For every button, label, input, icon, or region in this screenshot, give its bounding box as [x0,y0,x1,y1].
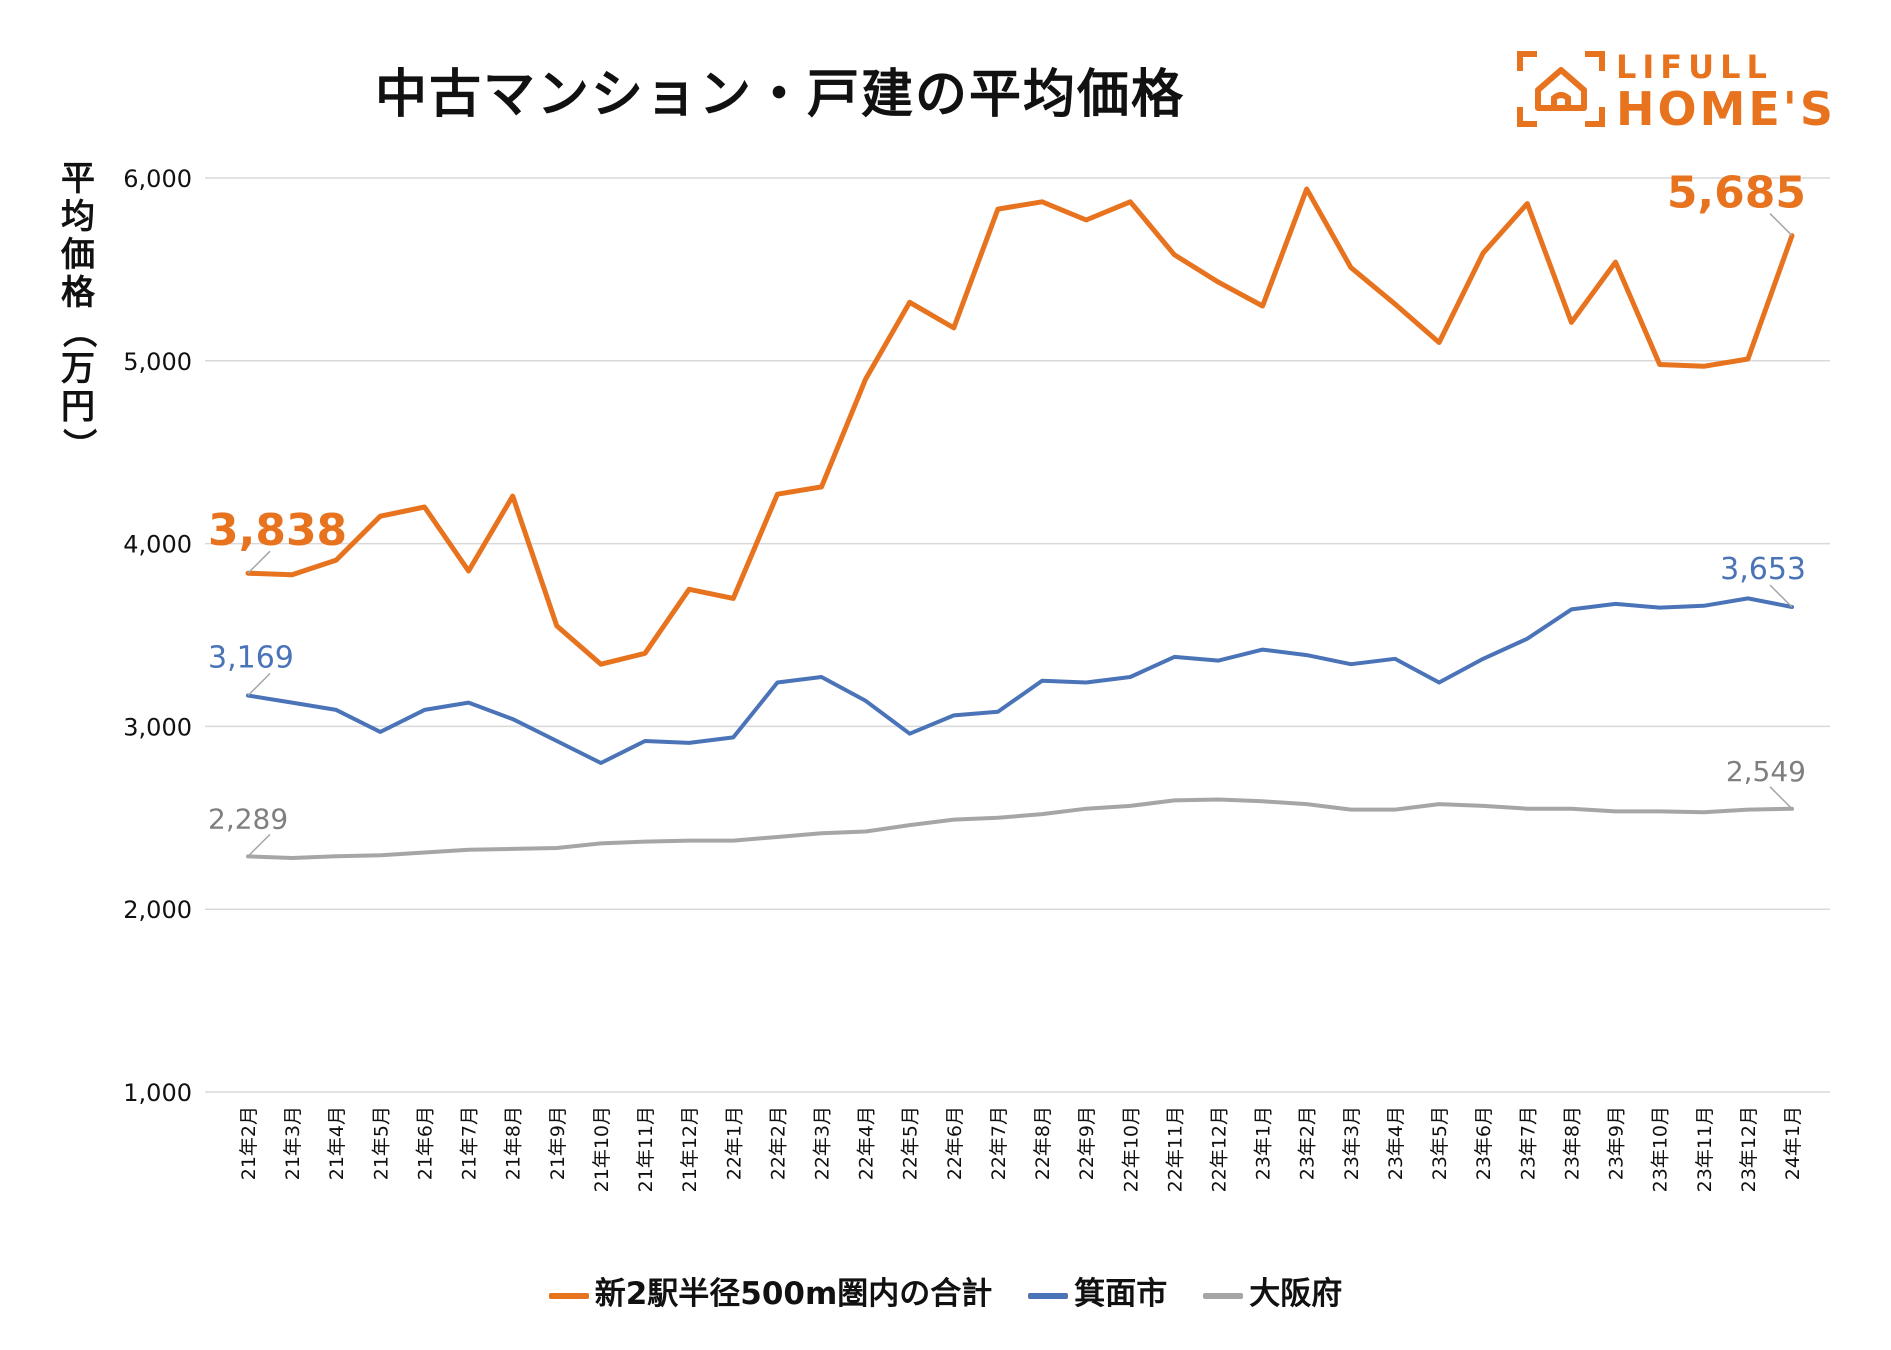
legend-item-0: 新2駅半径500m圏内の合計 [548,1268,993,1313]
y-axis-label-char: 万 [61,349,95,389]
legend-label: 大阪府 [1249,1276,1343,1312]
line-chart: 1,000 2,000 3,000 4,000 5,000 6,000 21年2月 21年3… [123,165,1830,1192]
x-tick-label: 21年6月 [414,1106,436,1180]
chart-title: 中古マンション・戸建の平均価格 [374,65,1185,125]
x-tick-label: 22年8月 [1032,1106,1054,1180]
y-axis-label-char: 平 [61,159,95,199]
leader-line [1769,786,1793,810]
x-tick-label: 23年11月 [1694,1106,1716,1192]
legend-label: 箕面市 [1074,1276,1168,1312]
y-axis-label-char: 均 [61,197,95,237]
legend: 新2駅半径500m圏内の合計 箕面市 大阪府 [0,1268,1891,1313]
x-tick-label: 21年9月 [547,1106,569,1180]
x-tick-label: 22年7月 [988,1106,1010,1180]
x-tick-label: 23年4月 [1385,1106,1407,1180]
data-label: 3,838 [208,505,347,556]
legend-swatch [548,1292,589,1299]
house-icon [1517,51,1605,127]
x-tick-label: 23年8月 [1561,1106,1583,1180]
leader-line [247,550,271,574]
series-line-1 [246,596,1794,765]
leader-line [247,833,271,857]
x-tick-label: 21年11月 [635,1106,657,1192]
y-axis-label-char: 格 [61,273,95,313]
x-tick-label: 21年2月 [238,1106,260,1180]
x-tick-label: 23年5月 [1429,1106,1451,1180]
data-labels: 3,838 5,685 3,169 3,653 2,289 2,549 [208,168,1806,857]
x-tick-label: 23年12月 [1738,1106,1760,1192]
x-tick-label: 21年8月 [503,1106,525,1180]
data-label: 3,169 [208,641,294,676]
gridlines [205,177,1830,1093]
legend-swatch [1203,1292,1244,1299]
x-tick-label: 21年12月 [679,1106,701,1192]
x-tick-label: 23年1月 [1253,1106,1275,1180]
leader-line [247,672,271,697]
y-tick-label: 1,000 [123,1079,192,1107]
y-tick-label: 5,000 [123,348,192,376]
x-tick-label: 21年7月 [459,1106,481,1180]
leader-line [1769,584,1793,608]
y-tick-label: 2,000 [123,896,192,924]
leader-line [1769,213,1793,237]
x-tick-label: 23年6月 [1473,1106,1495,1180]
x-tick-label: 22年5月 [900,1106,922,1180]
x-tick-label: 23年2月 [1297,1106,1319,1180]
logo-text-homes: HOME'S [1616,82,1837,136]
x-tick-label: 23年9月 [1606,1106,1628,1180]
x-tick-label: 22年4月 [856,1106,878,1180]
y-axis-label-char: 価 [61,235,95,275]
legend-item-2: 大阪府 [1203,1268,1342,1313]
y-tick-label: 6,000 [123,165,192,193]
x-tick-label: 24年1月 [1782,1106,1804,1180]
legend-label: 新2駅半径500m圏内の合計 [594,1276,993,1312]
x-tick-label: 21年4月 [326,1106,348,1180]
series-lines [245,186,1795,860]
x-tick-label: 23年10月 [1650,1106,1672,1192]
y-tick-label: 3,000 [123,713,192,741]
data-label: 5,685 [1667,168,1806,219]
data-label: 2,549 [1726,755,1806,788]
series-line-2 [246,797,1794,860]
y-axis-label: 平均価格（万円） [58,160,98,464]
x-tick-label: 22年2月 [767,1106,789,1180]
lifull-homes-logo: LIFULL HOME'S [1516,48,1836,136]
x-tick-label: 21年5月 [370,1106,392,1180]
x-tick-label: 22年12月 [1209,1106,1231,1192]
x-tick-label: 21年10月 [591,1106,613,1192]
x-tick-label: 23年3月 [1341,1106,1363,1180]
series-line-0 [245,186,1795,667]
legend-item-1: 箕面市 [1028,1268,1167,1313]
x-tick-label: 22年1月 [723,1106,745,1180]
x-tick-label: 22年9月 [1076,1106,1098,1180]
legend-swatch [1028,1292,1069,1299]
y-tick-label: 4,000 [123,531,192,559]
x-tick-label: 23年7月 [1517,1106,1539,1180]
y-axis-label-char: 円 [61,387,95,427]
y-axis-ticks: 1,000 2,000 3,000 4,000 5,000 6,000 [123,165,192,1107]
x-axis-ticks: 21年2月 21年3月 21年4月 21年5月 21年6月 21年7月 21年8月 21年9月… [238,1106,1804,1192]
x-tick-label: 22年11月 [1164,1106,1186,1192]
data-label: 3,653 [1720,552,1806,587]
x-tick-label: 22年3月 [811,1106,833,1180]
logo-text-lifull: LIFULL [1616,48,1773,86]
data-label: 2,289 [208,802,288,835]
x-tick-label: 22年10月 [1120,1106,1142,1192]
x-tick-label: 22年6月 [944,1106,966,1180]
x-tick-label: 21年3月 [282,1106,304,1180]
